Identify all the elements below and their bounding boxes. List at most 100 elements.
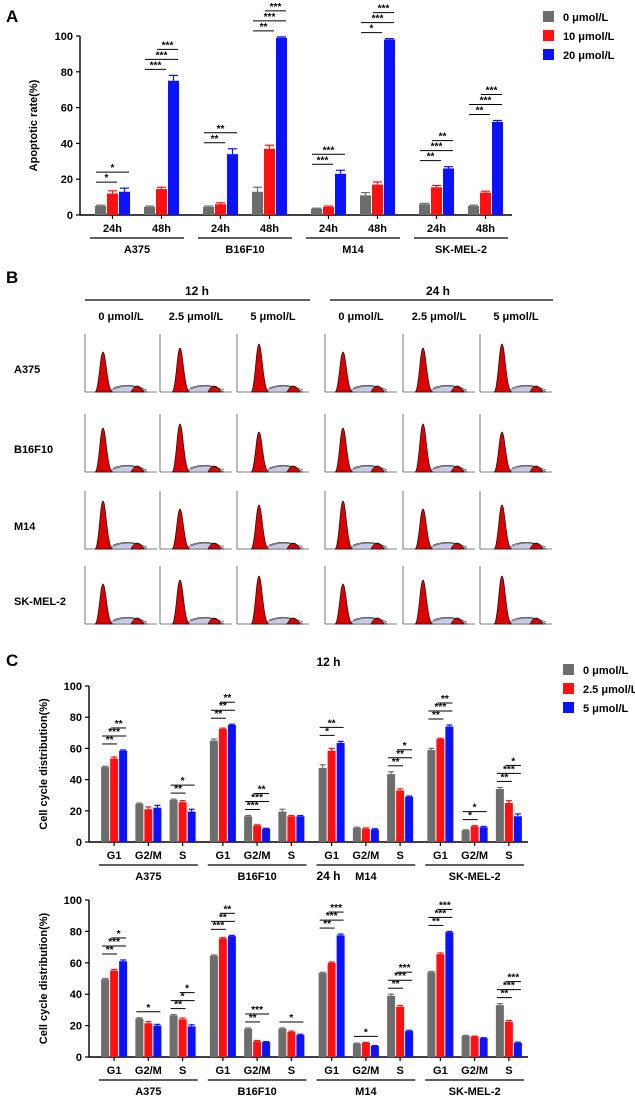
sig-label: ** — [219, 701, 227, 712]
sig-label: ** — [249, 1013, 257, 1024]
y-tick-label: 0 — [76, 837, 82, 849]
hist-g1-peak — [171, 423, 191, 473]
hist-g1-peak — [414, 347, 434, 393]
chart-cycle-24h: 0 20 40 60 80 100 Cell cycle distribution(%) 24… — [38, 869, 528, 1098]
x-tick-label: G1 — [107, 850, 122, 862]
hist-fit-line — [352, 617, 388, 623]
histogram-B16F10-4 — [402, 414, 475, 473]
hist-fit-line — [268, 385, 304, 391]
bar-B16F10-24h-s2 — [227, 154, 238, 215]
bar-B16F10-G2/M-s0 — [244, 816, 253, 842]
hist-g1-peak — [94, 427, 114, 473]
hist-g2-peak — [450, 617, 465, 625]
x-tick-label: G2/M — [461, 1065, 488, 1077]
histogram-SK-MEL-2-2 — [236, 566, 309, 625]
histogram-SK-MEL-2-3 — [324, 566, 397, 625]
bar-A375-G2/M-s0 — [135, 803, 144, 842]
conc-header: 0 μmol/L — [98, 311, 144, 323]
histogram-M14-2 — [236, 491, 309, 550]
histogram-SK-MEL-2-0 — [84, 566, 157, 625]
y-tick-label: 80 — [70, 926, 82, 938]
sig-label: ** — [427, 152, 435, 163]
histogram-A375-3 — [324, 334, 397, 393]
sig-label: *** — [326, 911, 338, 922]
sig-label: * — [364, 1027, 368, 1038]
chart-title: 12 h — [316, 655, 340, 669]
bar-A375-G1-s0 — [101, 979, 110, 1057]
hist-g1-peak — [414, 423, 434, 473]
y-tick-label: 100 — [64, 895, 82, 907]
group-label: M14 — [342, 244, 364, 256]
sig-label: ** — [211, 134, 219, 145]
conc-header: 0 μmol/L — [338, 311, 384, 323]
x-tick-label: G1 — [216, 850, 231, 862]
sig-label: ** — [223, 904, 231, 915]
bar-M14-24h-s1 — [323, 206, 334, 215]
group-label: M14 — [355, 1086, 377, 1098]
bar-B16F10-S-s1 — [287, 1031, 296, 1057]
conc-header: 5 μmol/L — [250, 311, 296, 323]
group-label: A375 — [135, 871, 161, 883]
hist-g2-peak — [529, 617, 544, 625]
row-label: B16F10 — [14, 444, 53, 456]
y-tick-label: 40 — [70, 989, 82, 1001]
bar-M14-48h-s1 — [372, 184, 383, 215]
y-tick-label: 0 — [67, 210, 73, 222]
histogram-M14-5 — [479, 491, 552, 550]
bar-B16F10-G2/M-s0 — [244, 1028, 253, 1057]
hist-fit-line — [432, 385, 468, 391]
hist-g1-peak — [334, 351, 354, 393]
hist-g2-peak — [450, 465, 465, 473]
row-label: SK-MEL-2 — [14, 596, 66, 608]
sig-label: *** — [108, 937, 120, 948]
sig-label: *** — [480, 95, 492, 106]
bar-A375-G1-s2 — [119, 750, 128, 842]
bar-SK-MEL-2-G2/M-s0 — [461, 830, 470, 842]
group-label: B16F10 — [238, 1086, 277, 1098]
bar-A375-G1-s1 — [110, 970, 119, 1057]
x-tick-label: G2/M — [352, 1065, 379, 1077]
x-tick-label: 48h — [260, 223, 279, 235]
sig-label: *** — [503, 764, 515, 775]
hist-g1-peak — [493, 575, 513, 625]
bar-B16F10-G1-s0 — [209, 740, 218, 842]
sig-label: *** — [399, 963, 411, 974]
hist-g1-peak — [94, 351, 114, 393]
hist-fit-line — [352, 542, 388, 548]
bar-SK-MEL-2-G1-s2 — [445, 932, 454, 1057]
x-tick-label: S — [396, 850, 403, 862]
x-tick-label: G1 — [324, 1065, 339, 1077]
hist-g2-peak — [370, 542, 385, 550]
bar-A375-G1-s2 — [119, 961, 128, 1057]
bar-B16F10-S-s2 — [296, 1035, 305, 1057]
sig-label: * — [325, 726, 329, 737]
bar-A375-24h-s1 — [107, 193, 118, 215]
hist-fit-line — [432, 617, 468, 623]
sig-label: ** — [217, 124, 225, 135]
bar-A375-S-s0 — [169, 799, 178, 842]
legend-label: 0 μmol/L — [583, 665, 629, 677]
row-label: M14 — [14, 521, 36, 533]
bar-A375-24h-s2 — [119, 191, 130, 215]
bar-A375-48h-s0 — [144, 206, 155, 215]
y-tick-label: 20 — [61, 174, 73, 186]
bar-A375-48h-s1 — [156, 189, 167, 215]
sig-label: *** — [439, 900, 451, 911]
bar-SK-MEL-2-G2/M-s2 — [479, 1038, 488, 1057]
sig-label: ** — [174, 1000, 182, 1011]
x-tick-label: G2/M — [244, 850, 271, 862]
sig-label: *** — [264, 12, 276, 23]
bar-M14-24h-s2 — [335, 173, 346, 215]
histogram-B16F10-5 — [479, 414, 552, 473]
bar-SK-MEL-2-G2/M-s1 — [470, 1036, 479, 1057]
y-tick-label: 100 — [64, 681, 82, 693]
bar-SK-MEL-2-G2/M-s0 — [461, 1035, 470, 1057]
hist-g2-peak — [529, 465, 544, 473]
bar-SK-MEL-2-G1-s2 — [445, 726, 454, 842]
x-tick-label: S — [396, 1065, 403, 1077]
bar-SK-MEL-2-G1-s0 — [427, 749, 436, 842]
hist-g1-peak — [250, 431, 270, 473]
bar-SK-MEL-2-48h-s1 — [480, 192, 491, 215]
sig-label: ** — [432, 916, 440, 927]
legend-label: 0 μmol/L — [563, 12, 609, 24]
